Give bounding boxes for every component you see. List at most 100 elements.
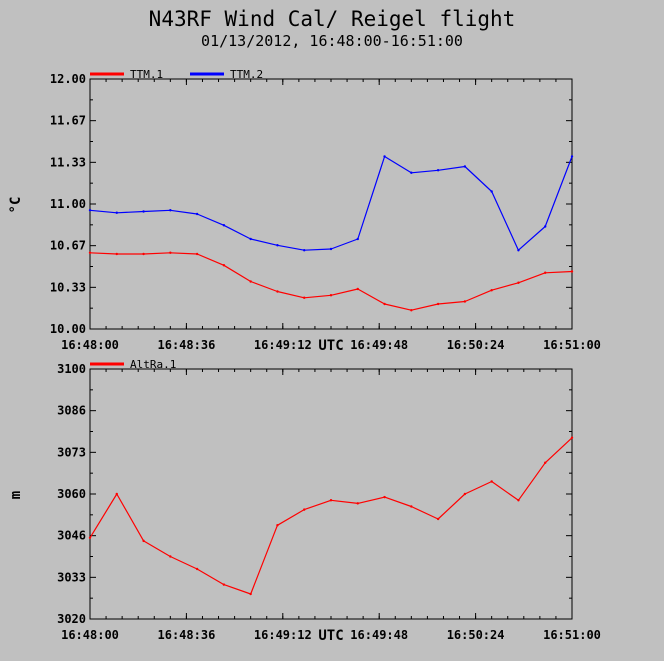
- y-axis-label: m: [8, 491, 24, 499]
- y-tick-label: 3100: [57, 362, 86, 376]
- data-point: [436, 302, 440, 306]
- x-tick-label: 16:49:12: [254, 628, 312, 642]
- data-point: [249, 280, 252, 283]
- data-point: [249, 592, 252, 596]
- data-point: [544, 461, 547, 464]
- data-point: [570, 436, 574, 439]
- data-point: [195, 212, 199, 216]
- chart-panel-1: 10.00 10.33 10.67 11.00 11.33 11.67 12.00 16:48…: [8, 68, 601, 354]
- data-point: [88, 209, 92, 212]
- x-tick-label: 16:50:24: [447, 338, 505, 352]
- x-tick-label: 16:51:00: [543, 628, 601, 642]
- data-point: [303, 249, 306, 252]
- y-tick-label: 3060: [57, 487, 86, 501]
- data-point: [115, 492, 118, 496]
- data-point: [490, 190, 493, 193]
- data-point: [356, 237, 359, 241]
- series-line-1: [89, 252, 573, 311]
- data-point: [356, 287, 359, 291]
- data-point: [142, 210, 145, 213]
- x-axis-label: UTC: [318, 628, 343, 644]
- data-point: [276, 290, 279, 293]
- plot-frame: [89, 78, 573, 330]
- data-point: [410, 505, 413, 508]
- y-tick-label: 3086: [57, 404, 86, 418]
- y-tick-label: 11.00: [50, 197, 86, 211]
- y-tick-label: 3046: [57, 529, 86, 543]
- data-point: [222, 583, 226, 586]
- y-tick-label: 10.33: [50, 280, 86, 294]
- data-point: [490, 289, 493, 292]
- data-point: [463, 165, 467, 168]
- data-point: [463, 492, 467, 496]
- y-tick-label: 3020: [57, 612, 86, 626]
- data-point: [169, 251, 172, 254]
- data-point: [169, 209, 172, 212]
- data-point: [329, 294, 333, 297]
- data-point: [115, 211, 118, 214]
- x-tick-label: 16:48:36: [158, 628, 216, 642]
- data-point: [222, 224, 226, 227]
- data-point: [410, 171, 413, 174]
- data-point: [142, 539, 145, 543]
- plot-frame: [89, 368, 573, 620]
- data-point: [517, 281, 520, 284]
- y-tick-label: 10.00: [50, 322, 86, 336]
- data-point: [195, 567, 199, 571]
- data-point: [222, 264, 226, 267]
- data-point: [195, 252, 199, 256]
- data-point: [490, 480, 493, 483]
- data-point: [276, 524, 279, 527]
- y-tick-label: 10.67: [50, 239, 86, 253]
- data-point: [410, 309, 413, 312]
- x-tick-label: 16:48:36: [158, 338, 216, 352]
- data-point: [249, 237, 252, 241]
- data-point: [570, 155, 574, 158]
- chart-title: N43RF Wind Cal/ Reigel flight: [149, 7, 516, 31]
- data-point: [329, 247, 333, 251]
- y-tick-label: 11.67: [50, 114, 86, 128]
- data-point: [436, 169, 440, 172]
- x-tick-label: 16:48:00: [61, 628, 119, 642]
- y-tick-label: 11.33: [50, 155, 86, 169]
- y-axis-label: °C: [8, 197, 24, 214]
- chart-panel-2: 3020 3033 3046 3060 3073 3086 3100 16:48:00 16:4…: [8, 358, 601, 644]
- y-tick-label: 3073: [57, 445, 86, 459]
- data-point: [88, 251, 92, 254]
- x-tick-label: 16:49:12: [254, 338, 312, 352]
- x-axis-label: UTC: [318, 338, 343, 354]
- data-point: [517, 249, 520, 252]
- data-point: [303, 508, 306, 511]
- x-tick-label: 16:50:24: [447, 628, 505, 642]
- series-line-1: [89, 437, 573, 595]
- data-point: [142, 252, 145, 256]
- legend-label: TTM.1: [130, 68, 163, 81]
- y-tick-label: 3033: [57, 570, 86, 584]
- x-tick-label: 16:49:48: [350, 628, 408, 642]
- data-point: [169, 555, 172, 558]
- data-point: [517, 499, 520, 502]
- legend-label: TTM.2: [230, 68, 263, 81]
- data-point: [436, 517, 440, 521]
- x-tick-label: 16:51:00: [543, 338, 601, 352]
- data-point: [463, 300, 467, 303]
- chart-subtitle: 01/13/2012, 16:48:00-16:51:00: [201, 32, 463, 50]
- data-point: [383, 155, 386, 158]
- data-point: [544, 225, 547, 228]
- x-tick-label: 16:49:48: [350, 338, 408, 352]
- data-point: [383, 302, 386, 306]
- data-point: [303, 296, 306, 299]
- y-tick-label: 12.00: [50, 72, 86, 86]
- data-point: [383, 495, 386, 499]
- data-point: [276, 244, 279, 247]
- data-point: [356, 502, 359, 505]
- data-point: [570, 270, 574, 273]
- data-point: [544, 271, 547, 274]
- series-line-2: [89, 155, 573, 251]
- data-point: [88, 536, 92, 539]
- data-point: [329, 499, 333, 502]
- data-point: [115, 252, 118, 256]
- x-tick-label: 16:48:00: [61, 338, 119, 352]
